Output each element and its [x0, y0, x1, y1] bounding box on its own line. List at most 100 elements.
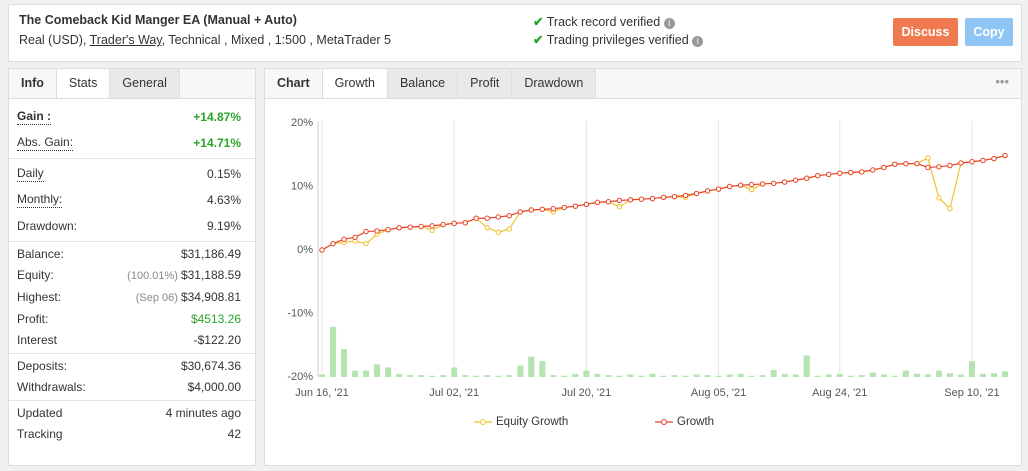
bar — [561, 375, 568, 377]
y-tick-label: 20% — [291, 117, 313, 129]
point — [418, 223, 424, 230]
point — [804, 175, 810, 181]
point — [473, 215, 479, 221]
point — [947, 162, 953, 169]
point — [451, 220, 457, 227]
details: , Technical , Mixed , 1:500 , MetaTrader… — [161, 33, 391, 47]
legend-label: Equity Growth — [496, 416, 568, 428]
bar — [638, 375, 645, 377]
point — [925, 164, 931, 171]
tab[interactable]: Balance — [387, 69, 459, 98]
stat-label: Abs. Gain: — [17, 135, 74, 151]
bar — [737, 373, 744, 377]
stat-note: (Sep 06) — [135, 292, 178, 304]
bar — [990, 373, 998, 377]
point — [539, 206, 546, 213]
tab[interactable]: General — [110, 69, 180, 98]
point — [748, 186, 755, 193]
verified-item: ✔ Track record verified i — [533, 13, 703, 31]
point — [616, 197, 623, 204]
bar — [825, 374, 832, 377]
point — [770, 180, 777, 187]
verified-item: ✔ Trading privileges verified i — [533, 31, 704, 49]
stat-row: Drawdown: 9.19% — [9, 213, 255, 239]
point — [903, 160, 909, 167]
title: The Comeback Kid Manger EA (Manual + Aut… — [19, 13, 297, 27]
point — [605, 199, 612, 205]
bar — [429, 375, 436, 377]
bar — [418, 375, 425, 377]
bar — [682, 375, 689, 377]
bar — [583, 370, 590, 377]
point — [870, 167, 876, 173]
bar — [792, 374, 799, 377]
broker-link[interactable]: Trader's Way — [89, 33, 162, 47]
point — [572, 203, 579, 209]
bar — [803, 355, 810, 377]
bar — [1001, 371, 1009, 377]
stat-row: Updated 4 minutes ago — [9, 403, 255, 424]
x-tick-label: Jul 20, '21 — [561, 387, 611, 399]
stat-value-wrap: $31,186.49 — [181, 244, 241, 265]
tab[interactable]: Growth — [322, 69, 388, 98]
bar — [847, 375, 854, 377]
tab[interactable]: Profit — [458, 69, 513, 98]
point — [484, 215, 490, 221]
stat-row: Tracking 42 — [9, 424, 255, 445]
point — [616, 204, 623, 210]
stat-value: $4513.26 — [190, 312, 241, 326]
stat-row: Gain : +14.87% — [9, 104, 255, 130]
stat-label: Drawdown: — [17, 219, 78, 233]
point — [969, 159, 975, 165]
point — [682, 192, 689, 199]
point — [947, 206, 953, 212]
point — [374, 228, 380, 234]
stat-value: $4,000.00 — [187, 380, 241, 394]
stat-label: Interest — [17, 333, 58, 347]
point — [693, 190, 700, 197]
verification: ✔ Track record verified i ✔ Trading priv… — [533, 13, 704, 49]
point — [330, 240, 336, 247]
bar — [935, 370, 942, 377]
account: Real (USD), — [19, 33, 87, 47]
discuss-button[interactable]: Discuss — [893, 18, 958, 46]
x-tick-label: Sep 10, '21 — [944, 387, 999, 399]
point — [385, 226, 391, 233]
tab[interactable]: Drawdown — [512, 69, 597, 98]
stat-value-wrap: 4 minutes ago — [166, 403, 241, 424]
point — [826, 171, 832, 178]
stat-value: +14.71% — [193, 136, 241, 150]
point — [396, 225, 402, 231]
stats-group: Updated 4 minutes ago Tracking 42 — [9, 401, 255, 447]
y-tick-label: -20% — [287, 371, 313, 383]
point — [671, 193, 678, 200]
tab[interactable]: Info — [9, 69, 57, 98]
bar — [462, 375, 469, 377]
x-tick-label: Jun 16, '21 — [295, 387, 348, 399]
point — [737, 182, 744, 188]
bar — [726, 374, 733, 377]
bar — [748, 375, 755, 377]
stat-row: Daily 0.15% — [9, 161, 255, 187]
stat-value-wrap: 42 — [228, 424, 241, 445]
menu[interactable]: ••• — [995, 74, 1009, 89]
stat-value: 4.63% — [206, 193, 241, 207]
point — [594, 199, 601, 206]
stat-label: Profit: — [17, 312, 49, 326]
stat-value: $31,188.59 — [180, 268, 241, 282]
stat-row: Monthly: 4.63% — [9, 187, 255, 213]
stat-label: Tracking — [17, 427, 63, 441]
verified-text: Track record verified — [546, 15, 661, 29]
stat-value: $31,186.49 — [180, 247, 241, 261]
point — [561, 204, 568, 211]
point — [958, 160, 964, 166]
bar — [594, 373, 601, 377]
stats-group: Gain : +14.87% Abs. Gain: +14.71% — [9, 102, 255, 159]
point — [848, 169, 854, 176]
stat-value: 0.15% — [206, 167, 241, 181]
copy-button[interactable]: Copy — [965, 18, 1013, 46]
point — [429, 223, 435, 229]
point — [517, 209, 523, 215]
tab[interactable]: Stats — [56, 69, 111, 98]
